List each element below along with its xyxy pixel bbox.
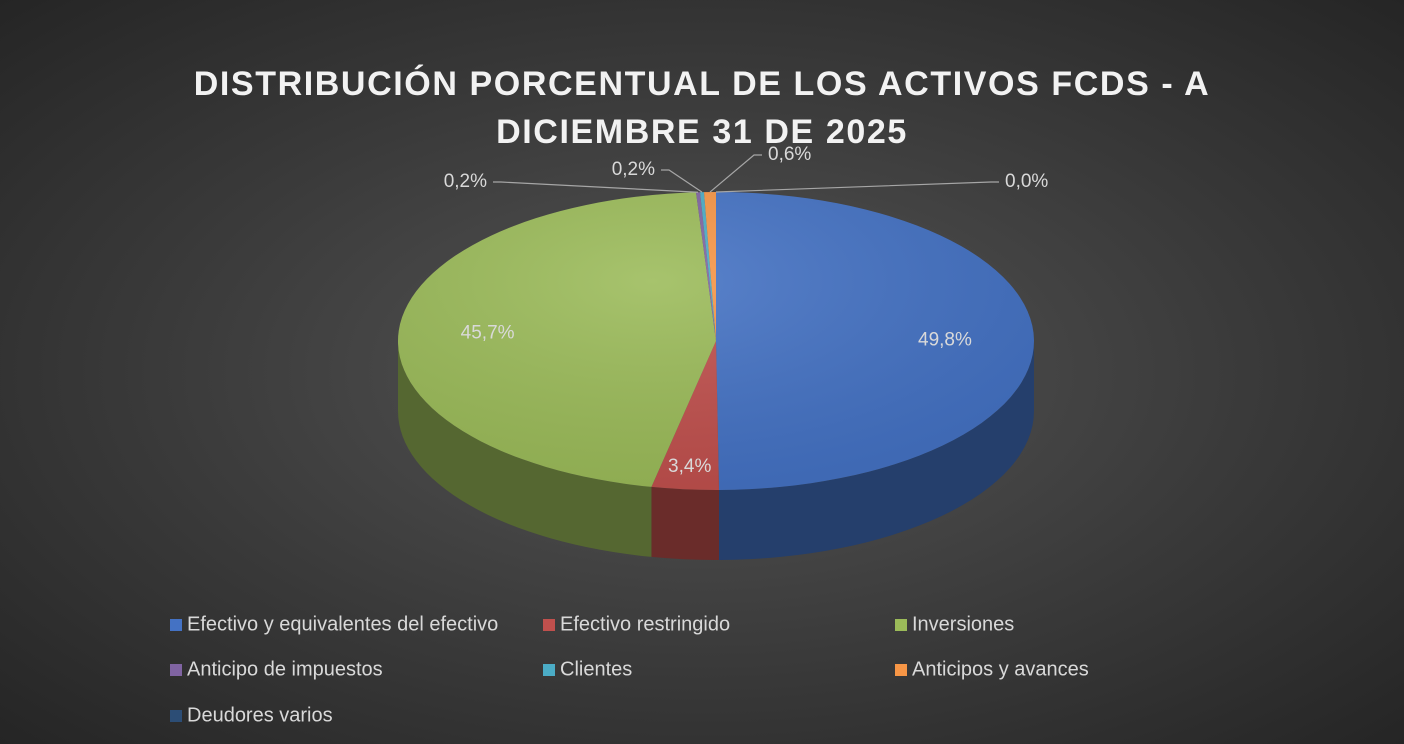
slice-side [719, 341, 1034, 560]
data-label: 49,8% [918, 330, 972, 351]
legend-swatch [170, 710, 182, 722]
data-label: 0,6% [768, 144, 811, 165]
slice-side [651, 486, 720, 560]
data-label: 0,0% [1005, 171, 1048, 192]
data-label: 0,2% [444, 171, 487, 192]
data-label: 45,7% [461, 322, 515, 343]
legend-label: Deudores varios [187, 704, 333, 726]
leader-line [493, 181, 699, 193]
leader-line [715, 181, 999, 193]
legend-label: Efectivo restringido [560, 613, 730, 635]
data-label: 0,2% [612, 159, 655, 180]
legend-label: Efectivo y equivalentes del efectivo [187, 613, 498, 635]
slice-side [398, 341, 652, 557]
legend-swatch [543, 619, 555, 631]
legend-swatch [170, 619, 182, 631]
legend-swatch [895, 619, 907, 631]
leader-line [709, 154, 762, 193]
legend-label: Clientes [560, 658, 632, 680]
legend-label: Anticipos y avances [912, 658, 1089, 680]
legend-label: Inversiones [912, 613, 1014, 635]
leader-line [661, 169, 703, 193]
legend-swatch [170, 664, 182, 676]
legend-swatch [895, 664, 907, 676]
pie-sides [398, 341, 1034, 560]
chart-title: DISTRIBUCIÓN PORCENTUAL DE LOS ACTIVOS F… [193, 65, 1211, 151]
legend-swatch [543, 664, 555, 676]
legend-label: Anticipo de impuestos [187, 658, 383, 680]
data-label: 3,4% [668, 456, 711, 477]
